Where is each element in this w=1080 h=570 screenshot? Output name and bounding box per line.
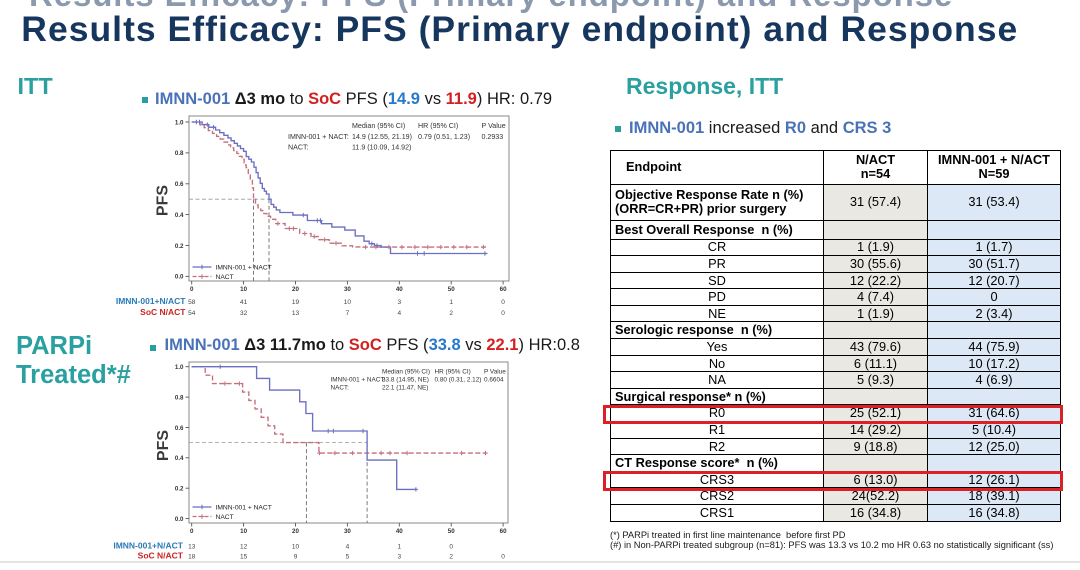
svg-text:50: 50 — [448, 286, 455, 293]
svg-text:IMNN-001 + NACT: IMNN-001 + NACT — [216, 505, 272, 512]
svg-text:IMNN-001+N/ACT: IMNN-001+N/ACT — [116, 296, 186, 306]
svg-text:0.2: 0.2 — [175, 243, 184, 250]
svg-text:4: 4 — [346, 544, 350, 551]
svg-text:0.80 (0.31, 2.12): 0.80 (0.31, 2.12) — [435, 377, 482, 384]
svg-text:5: 5 — [346, 554, 350, 561]
svg-text:3: 3 — [397, 554, 401, 561]
svg-text:Median (95% CI): Median (95% CI) — [352, 122, 405, 130]
svg-text:0.4: 0.4 — [175, 455, 184, 462]
svg-text:0.79 (0.51, 1.23): 0.79 (0.51, 1.23) — [418, 133, 470, 141]
svg-text:IMNN-001 + NACT:: IMNN-001 + NACT: — [288, 133, 349, 141]
svg-text:30: 30 — [344, 528, 351, 535]
svg-text:1: 1 — [449, 299, 453, 306]
svg-text:P Value: P Value — [482, 122, 506, 130]
svg-text:Median (95% CI): Median (95% CI) — [382, 369, 430, 376]
svg-text:NACT: NACT — [216, 274, 234, 281]
svg-text:SoC N/ACT: SoC N/ACT — [138, 551, 184, 561]
svg-text:0.6: 0.6 — [175, 181, 184, 188]
svg-text:NACT: NACT — [216, 514, 234, 521]
svg-text:13: 13 — [188, 544, 196, 551]
svg-text:32: 32 — [240, 310, 248, 317]
svg-text:41: 41 — [240, 299, 248, 306]
svg-text:NACT:: NACT: — [288, 144, 309, 152]
svg-text:10: 10 — [240, 286, 247, 293]
svg-text:1.0: 1.0 — [175, 364, 184, 371]
svg-text:54: 54 — [188, 310, 196, 317]
svg-text:50: 50 — [448, 528, 455, 535]
svg-text:IMNN-001 + NACT: IMNN-001 + NACT — [216, 265, 272, 272]
svg-text:0.6604: 0.6604 — [484, 377, 504, 384]
svg-text:0: 0 — [449, 544, 453, 551]
svg-text:0.8: 0.8 — [175, 150, 184, 157]
svg-text:22.1 (11.47, NE): 22.1 (11.47, NE) — [382, 385, 428, 392]
svg-text:P Value: P Value — [484, 369, 506, 376]
svg-text:13: 13 — [292, 310, 300, 317]
svg-text:0.4: 0.4 — [175, 212, 184, 219]
svg-text:2: 2 — [449, 554, 453, 561]
svg-text:IMNN-001+N/ACT: IMNN-001+N/ACT — [113, 541, 183, 551]
svg-text:0.2: 0.2 — [175, 486, 184, 493]
svg-text:PFS: PFS — [155, 185, 172, 216]
svg-text:11.9 (10.09, 14.92): 11.9 (10.09, 14.92) — [352, 144, 411, 152]
svg-text:NACT:: NACT: — [331, 385, 350, 392]
svg-text:33.8 (14.95, NE): 33.8 (14.95, NE) — [382, 377, 429, 384]
svg-text:1.0: 1.0 — [175, 119, 184, 126]
svg-text:1: 1 — [397, 544, 401, 551]
svg-text:0.8: 0.8 — [175, 394, 184, 401]
svg-text:0.0: 0.0 — [175, 516, 184, 523]
svg-text:30: 30 — [344, 286, 351, 293]
svg-text:14.9 (12.55, 21.19): 14.9 (12.55, 21.19) — [352, 133, 412, 141]
svg-text:4: 4 — [397, 310, 401, 317]
svg-text:20: 20 — [292, 528, 299, 535]
svg-text:0: 0 — [190, 286, 194, 293]
svg-text:20: 20 — [292, 286, 299, 293]
svg-text:60: 60 — [500, 286, 507, 293]
svg-text:40: 40 — [396, 528, 403, 535]
svg-text:7: 7 — [346, 310, 350, 317]
svg-text:60: 60 — [500, 528, 507, 535]
svg-text:3: 3 — [397, 299, 401, 306]
svg-text:0: 0 — [501, 554, 505, 561]
svg-text:HR (95% CI): HR (95% CI) — [418, 122, 458, 130]
svg-text:0: 0 — [501, 299, 505, 306]
svg-text:SoC N/ACT: SoC N/ACT — [140, 307, 186, 317]
svg-text:2: 2 — [449, 310, 453, 317]
svg-text:18: 18 — [188, 554, 196, 561]
svg-text:HR (95% CI): HR (95% CI) — [435, 369, 471, 376]
svg-text:10: 10 — [344, 299, 352, 306]
svg-text:0: 0 — [501, 310, 505, 317]
svg-text:9: 9 — [294, 554, 298, 561]
svg-text:0.6: 0.6 — [175, 425, 184, 432]
svg-text:58: 58 — [188, 299, 196, 306]
svg-text:10: 10 — [292, 544, 300, 551]
svg-text:0.2933: 0.2933 — [482, 133, 504, 141]
svg-text:15: 15 — [240, 554, 248, 561]
svg-text:0.0: 0.0 — [175, 274, 184, 281]
svg-text:19: 19 — [292, 299, 300, 306]
svg-text:IMNN-001 + NACT:: IMNN-001 + NACT: — [331, 377, 386, 384]
svg-text:12: 12 — [240, 544, 248, 551]
svg-text:40: 40 — [396, 286, 403, 293]
svg-text:10: 10 — [240, 528, 247, 535]
svg-text:0: 0 — [190, 528, 194, 535]
svg-text:PFS: PFS — [155, 430, 172, 461]
